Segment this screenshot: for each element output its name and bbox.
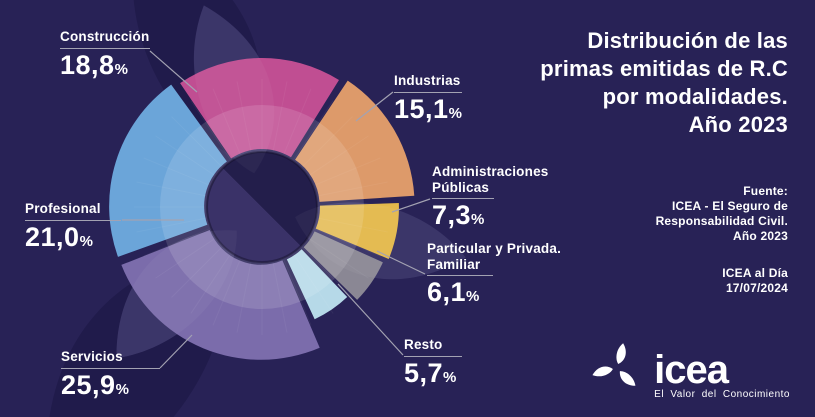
callout-resto: Resto 5,7% [404,337,462,393]
leader-resto [337,283,404,356]
donut-segment-6 [109,84,227,257]
percent-sign: % [114,60,128,78]
callout-underline [427,275,493,276]
publication-note: ICEA al Día 17/07/2024 [548,266,788,296]
value-number: 6,1 [427,277,467,307]
callout-value: 15,1% [394,94,462,129]
chart-title: Distribución de las primas emitidas de R… [458,27,788,139]
callout-label: Industrias [394,73,461,88]
leader-servicios [159,334,193,369]
publication-line: ICEA al Día [722,266,788,280]
callout-administraciones-publicas: Administraciones Públicas 7,3% [432,164,549,235]
callout-value: 18,8% [60,50,150,85]
callout-label: Públicas [432,179,490,195]
percent-sign: % [115,380,129,398]
donut-segment-1 [295,80,415,202]
percent-sign: % [443,368,457,386]
callout-leader-lines [122,50,431,369]
percent-sign: % [466,288,480,305]
value-number: 15,1 [394,93,449,124]
callout-label: Administraciones [432,164,549,179]
source-line: Año 2023 [733,229,788,243]
source-line: ICEA - El Seguro de [671,199,788,213]
callout-label: Particular y Privada. [427,241,562,256]
callout-value: 25,9% [61,370,160,405]
callout-underline [432,198,494,199]
title-line: Año 2023 [688,112,788,137]
source-line: Responsabilidad Civil. [655,214,788,228]
callout-label: Construcción [60,29,150,44]
callout-underline [394,91,462,93]
leader-construccion [149,50,198,93]
leader-particular [376,250,426,275]
icea-logo-mark [591,342,639,389]
callout-particular-privada-familiar: Particular y Privada. Familiar 6,1% [427,241,562,312]
source-line: Fuente: [743,184,788,198]
percent-sign: % [448,104,462,122]
percent-sign: % [79,232,93,250]
value-number: 25,9 [61,369,116,400]
callout-construccion: Construcción 18,8% [60,29,150,85]
callout-underline [404,355,462,357]
callout-underline [60,47,150,49]
callout-underline [25,219,121,221]
leader-industrias [355,91,394,122]
value-number: 18,8 [60,49,115,80]
callout-profesional: Profesional 21,0% [25,201,121,257]
callout-industrias: Industrias 15,1% [394,73,462,129]
callout-value: 7,3% [432,200,544,235]
percent-sign: % [471,211,485,228]
leader-administraciones [391,198,431,213]
title-line: Distribución de las [587,28,788,53]
callout-label: Familiar [427,256,481,272]
title-line: por modalidades. [602,84,788,109]
icea-logo: icea El Valor del Conocimiento [588,336,790,400]
callout-underline [61,367,160,369]
icea-logo-text: icea El Valor del Conocimiento [654,348,790,400]
source-note: Fuente: ICEA - El Seguro de Responsabili… [548,184,788,244]
icea-tagline: El Valor del Conocimiento [654,389,790,400]
value-number: 5,7 [404,357,444,388]
callout-label: Resto [404,337,443,352]
publication-line: 17/07/2024 [725,281,788,295]
callout-value: 6,1% [427,277,552,312]
icea-wordmark: icea [654,348,729,392]
donut-segment-4 [286,249,348,320]
callout-value: 5,7% [404,358,462,393]
title-line: primas emitidas de R.C [540,56,788,81]
value-number: 21,0 [25,221,80,252]
callout-label: Servicios [61,349,123,364]
callout-servicios: Servicios 25,9% [61,349,160,405]
value-number: 7,3 [432,200,472,230]
callout-value: 21,0% [25,222,121,257]
callout-label: Profesional [25,201,101,216]
